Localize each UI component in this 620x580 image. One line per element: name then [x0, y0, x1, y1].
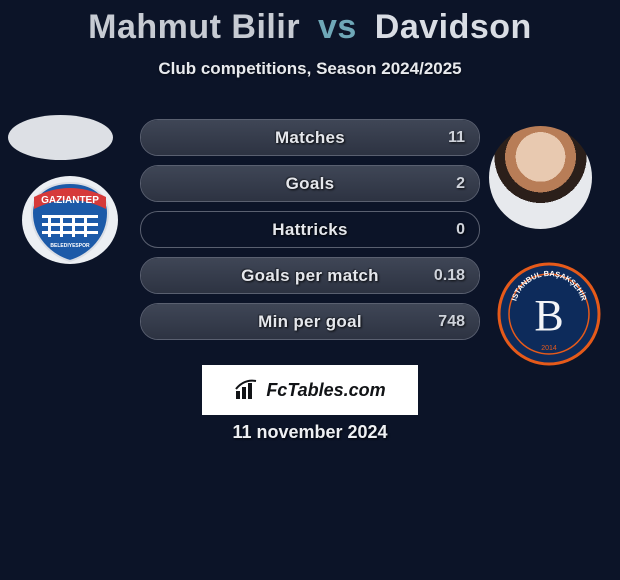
subtitle: Club competitions, Season 2024/2025 [0, 59, 620, 79]
stat-row-goals-per-match: Goals per match 0.18 [140, 257, 480, 294]
player1-avatar-placeholder [8, 115, 113, 160]
vs-text: vs [318, 8, 357, 46]
club-crest-gaziantep: GAZIANTEP BELEDIYESPOR [20, 175, 120, 265]
stat-label: Goals per match [141, 258, 479, 293]
stat-value-right: 11 [448, 120, 465, 155]
stat-value-right: 0 [456, 212, 465, 247]
crest-left-text: GAZIANTEP [41, 195, 99, 206]
stat-row-min-per-goal: Min per goal 748 [140, 303, 480, 340]
svg-text:BELEDIYESPOR: BELEDIYESPOR [50, 243, 90, 249]
stat-label: Goals [141, 166, 479, 201]
player1-name: Mahmut Bilir [88, 8, 300, 46]
footer-date: 11 november 2024 [0, 422, 620, 443]
svg-text:B: B [534, 291, 563, 340]
svg-text:2014: 2014 [541, 345, 557, 352]
stat-row-matches: Matches 11 [140, 119, 480, 156]
stat-label: Hattricks [141, 212, 479, 247]
stat-label: Matches [141, 120, 479, 155]
stat-row-hattricks: Hattricks 0 [140, 211, 480, 248]
stat-label: Min per goal [141, 304, 479, 339]
stats-container: Matches 11 Goals 2 Hattricks 0 Goals per… [140, 119, 480, 349]
club-crest-basaksehir: ISTANBUL BAŞAKŞEHİR B 2014 [497, 262, 601, 366]
stat-value-right: 2 [456, 166, 465, 201]
stat-row-goals: Goals 2 [140, 165, 480, 202]
player2-name: Davidson [375, 8, 532, 46]
stat-value-right: 0.18 [434, 258, 465, 293]
chart-icon [234, 377, 260, 403]
page-title: Mahmut Bilir vs Davidson [0, 0, 620, 47]
player2-avatar [489, 126, 592, 229]
brand-box: FcTables.com [202, 365, 418, 415]
brand-text: FcTables.com [266, 380, 385, 401]
stat-value-right: 748 [438, 304, 465, 339]
